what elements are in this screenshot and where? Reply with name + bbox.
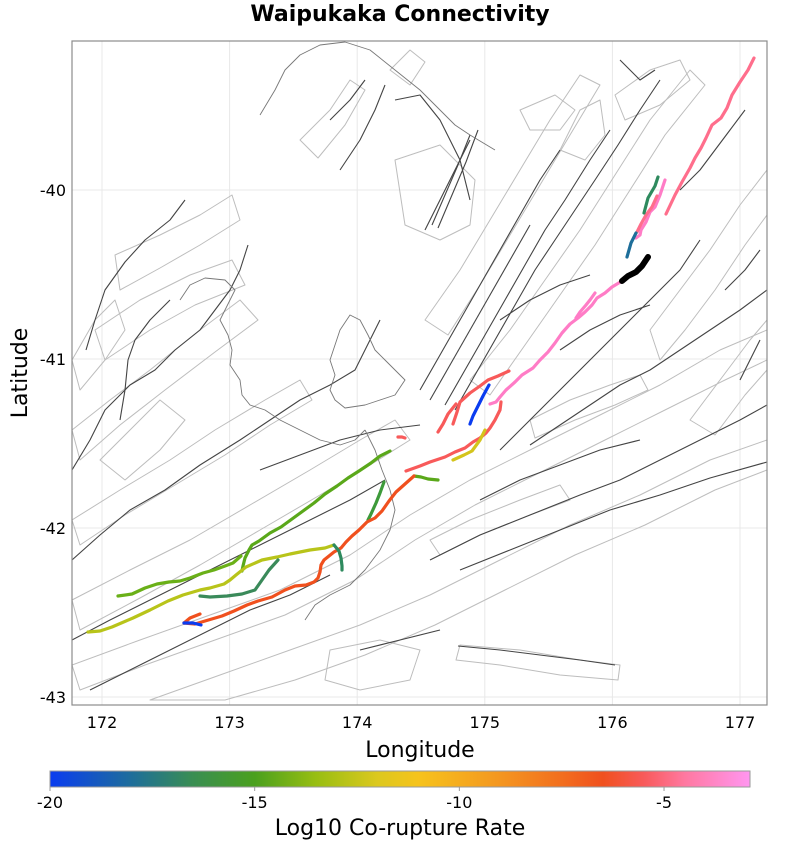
waipukaka-fault [619,254,651,284]
rupture-segment [198,558,280,599]
rupture-segment [182,621,203,627]
rupture-segment [436,402,458,434]
y-tick-label: -43 [40,688,66,707]
y-tick-label: -42 [40,519,66,538]
rupture-segment [451,369,511,426]
target-fault-waipukaka [619,254,651,284]
colorbar-tick-label: -10 [446,793,472,812]
plot-area [72,41,767,705]
y-axis-ticks: -40 -41 -42 -43 [40,181,66,707]
rupture-segment [412,474,440,482]
x-tick-label: 174 [342,713,373,732]
plot-frame [71,40,768,706]
rupture-segment [332,543,344,572]
rupture-segment [634,178,667,240]
rupture-segment [664,56,756,216]
rupture-segment [625,231,638,259]
rupture-segments [86,56,756,634]
colorbar-title: Log10 Co-rupture Rate [274,816,526,841]
colorbar-tick-label: -15 [242,793,268,812]
x-tick-label: 173 [214,713,245,732]
x-axis-ticks: 172 173 174 175 176 177 [87,713,756,732]
rupture-segment [116,554,243,598]
background-faults [72,41,767,701]
rupture-segment [366,480,386,522]
rupture-segment [240,449,392,573]
y-tick-label: -40 [40,181,66,200]
colorbar-tick-label: -5 [656,793,672,812]
rupture-segment [642,175,660,215]
colorbar-tick-label: -20 [37,793,63,812]
x-tick-label: 177 [725,713,756,732]
rupture-segment [404,400,503,473]
x-tick-label: 176 [597,713,628,732]
rupture-segment [86,543,336,634]
rupture-segment [451,428,487,462]
x-tick-label: 172 [87,713,118,732]
rupture-segment [182,474,416,626]
chart-title: Waipukaka Connectivity [250,2,550,27]
x-axis-title: Longitude [365,738,474,763]
y-tick-label: -41 [40,350,66,369]
colorbar [49,770,751,788]
rupture-segment [182,612,202,625]
rupture-segment [396,435,407,440]
rupture-segment [635,194,659,234]
rupture-segment [488,279,624,406]
rupture-segment [468,383,491,426]
y-axis-title: Latitude [8,328,33,419]
colorbar-ticks: -20 -15 -10 -5 [37,787,672,812]
rupture-segment [574,291,597,320]
x-tick-label: 175 [470,713,501,732]
